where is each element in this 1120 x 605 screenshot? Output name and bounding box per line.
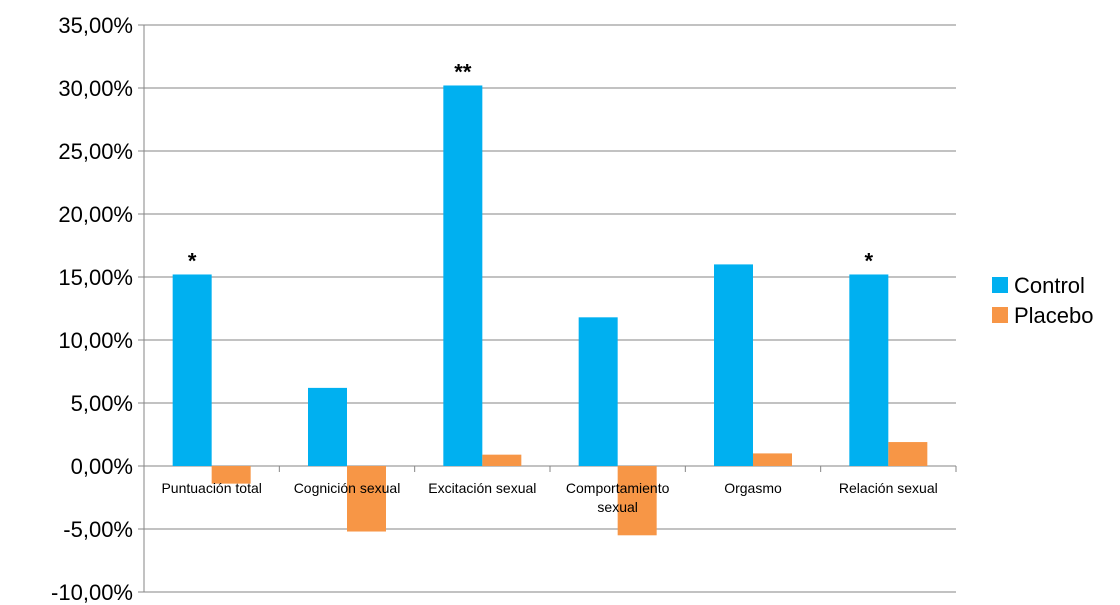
bar-placebo <box>347 466 386 532</box>
significance-marker: * <box>188 248 197 273</box>
y-tick-label: 35,00% <box>58 13 133 38</box>
x-category-label: Excitación sexual <box>428 480 536 496</box>
bar-control <box>172 274 212 466</box>
x-category-label: Relación sexual <box>839 480 938 496</box>
legend-label: Control <box>1014 273 1085 298</box>
x-category-label: Puntuación total <box>161 480 261 496</box>
bar-control <box>714 264 753 466</box>
y-tick-label: 20,00% <box>58 202 133 227</box>
y-tick-label: 15,00% <box>58 265 133 290</box>
significance-marker: ** <box>454 59 472 84</box>
bar-control <box>578 317 618 466</box>
legend-label: Placebo <box>1014 303 1094 328</box>
legend-swatch-control <box>992 277 1008 293</box>
bar-placebo <box>888 442 928 466</box>
axes <box>138 24 957 593</box>
y-tick-label: 25,00% <box>58 139 133 164</box>
bar-placebo <box>482 454 522 466</box>
y-tick-label: 30,00% <box>58 76 133 101</box>
y-tick-label: 0,00% <box>71 454 133 479</box>
x-category-label: Cognición sexual <box>294 480 401 496</box>
y-tick-label: -10,00% <box>51 580 133 605</box>
bar-placebo <box>753 453 792 466</box>
x-category-label: Orgasmo <box>724 480 782 496</box>
y-tick-label: 10,00% <box>58 328 133 353</box>
y-tick-label: 5,00% <box>71 391 133 416</box>
bar-control <box>849 274 889 466</box>
bar-control <box>443 85 483 466</box>
significance-marker: * <box>865 248 874 273</box>
x-category-label: Comportamiento <box>566 480 670 496</box>
labels: -10,00% -5,00% 0,00% 5,00% 10,00% 15,00% 20,00… <box>51 13 938 605</box>
x-category-label: sexual <box>597 499 637 515</box>
legend-swatch-placebo <box>992 307 1008 323</box>
bar-placebo <box>211 466 251 484</box>
bar-control <box>308 387 347 466</box>
gridlines <box>144 24 956 593</box>
bars <box>172 85 928 536</box>
y-tick-label: -5,00% <box>63 517 133 542</box>
bar-placebo <box>617 466 657 536</box>
legend: Control Placebo <box>992 273 1094 328</box>
